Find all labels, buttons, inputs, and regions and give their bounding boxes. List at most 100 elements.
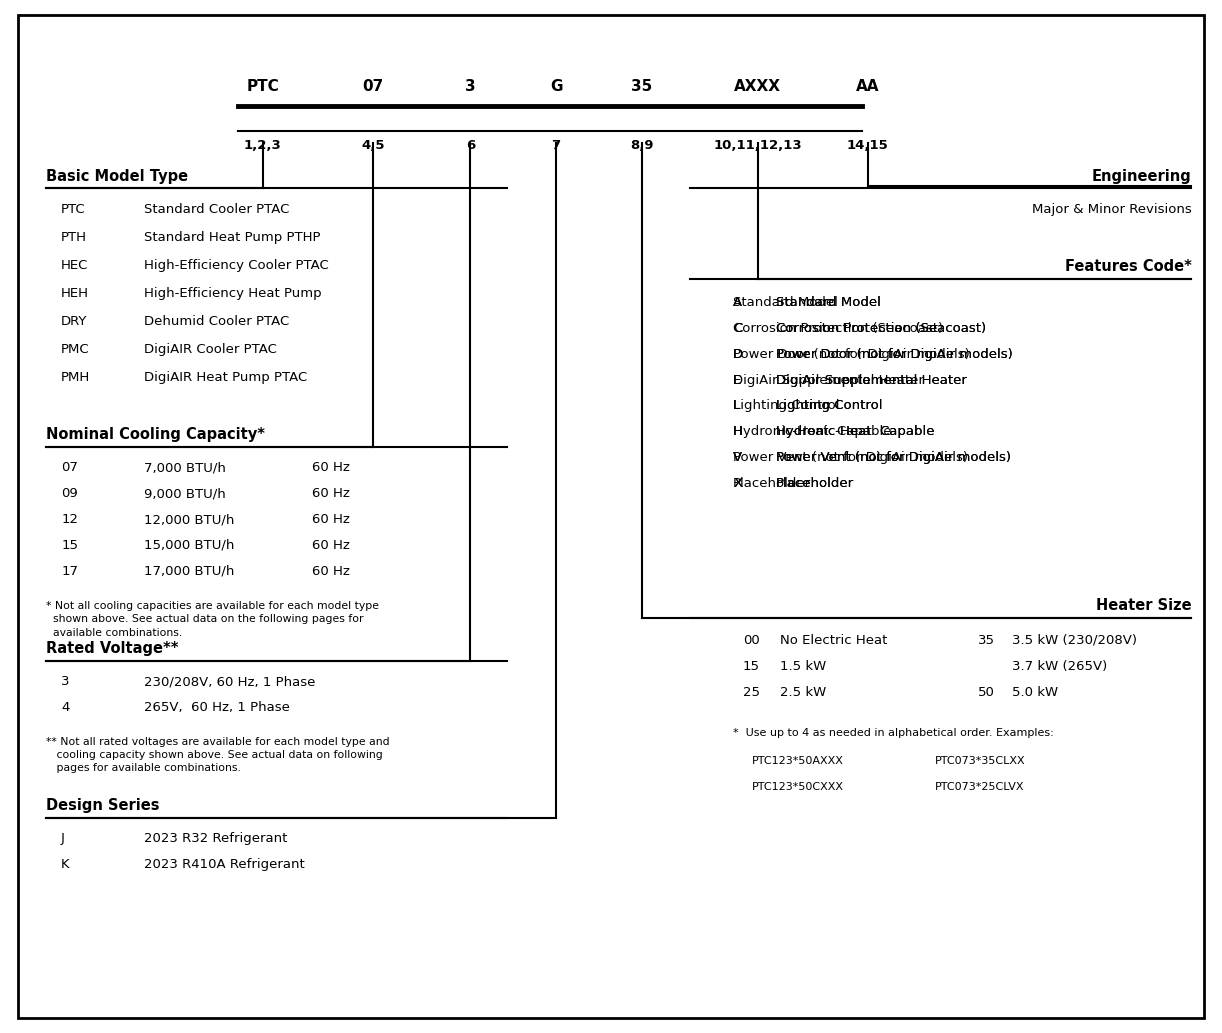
Text: DigiAir Supplemental Heater: DigiAir Supplemental Heater bbox=[733, 374, 924, 386]
Text: * Not all cooling capacities are available for each model type
  shown above. Se: * Not all cooling capacities are availab… bbox=[46, 601, 380, 637]
Text: 2023 R32 Refrigerant: 2023 R32 Refrigerant bbox=[144, 833, 287, 845]
Text: G: G bbox=[550, 79, 562, 94]
Text: 12,000 BTU/h: 12,000 BTU/h bbox=[144, 513, 235, 526]
Text: 265V,  60 Hz, 1 Phase: 265V, 60 Hz, 1 Phase bbox=[144, 701, 290, 714]
Text: 10,11,12,13: 10,11,12,13 bbox=[714, 139, 802, 153]
Text: High-Efficiency Cooler PTAC: High-Efficiency Cooler PTAC bbox=[144, 259, 329, 272]
Text: X: X bbox=[733, 477, 742, 490]
Text: Placeholder: Placeholder bbox=[733, 477, 811, 490]
Text: Heater Size: Heater Size bbox=[1096, 597, 1191, 613]
Text: DigiAir Supplemental Heater: DigiAir Supplemental Heater bbox=[776, 374, 967, 386]
Text: 07: 07 bbox=[362, 79, 384, 94]
Text: 17: 17 bbox=[61, 565, 78, 577]
Text: Standard Model: Standard Model bbox=[776, 296, 881, 309]
Text: L: L bbox=[733, 400, 741, 412]
Text: H: H bbox=[733, 426, 743, 438]
Text: No Electric Heat: No Electric Heat bbox=[780, 634, 887, 647]
Text: Power Vent (not for DigiAir models): Power Vent (not for DigiAir models) bbox=[733, 451, 968, 464]
Text: Power Vent (not for DigiAir models): Power Vent (not for DigiAir models) bbox=[776, 451, 1011, 464]
Text: C: C bbox=[733, 322, 743, 335]
Text: Corrosion Protection (Seacoast): Corrosion Protection (Seacoast) bbox=[733, 322, 943, 335]
Text: PTH: PTH bbox=[61, 231, 87, 244]
Text: K: K bbox=[61, 858, 70, 871]
Text: 00: 00 bbox=[743, 634, 760, 647]
Text: 15,000 BTU/h: 15,000 BTU/h bbox=[144, 539, 235, 552]
Text: Standard Model: Standard Model bbox=[776, 296, 881, 309]
Text: Corrosion Protection (Seacoast): Corrosion Protection (Seacoast) bbox=[776, 322, 986, 335]
Text: 3: 3 bbox=[466, 79, 475, 94]
Text: 60 Hz: 60 Hz bbox=[312, 539, 349, 552]
Text: Corrosion Protection (Seacoast): Corrosion Protection (Seacoast) bbox=[776, 322, 986, 335]
Text: 50: 50 bbox=[978, 686, 995, 698]
Text: 1,2,3: 1,2,3 bbox=[244, 139, 281, 153]
Text: Placeholder: Placeholder bbox=[776, 477, 854, 490]
Text: H: H bbox=[733, 426, 743, 438]
Text: X: X bbox=[733, 477, 742, 490]
Text: 15: 15 bbox=[743, 660, 760, 672]
Text: PTC073*35CLXX: PTC073*35CLXX bbox=[935, 756, 1025, 766]
Text: 35: 35 bbox=[631, 79, 653, 94]
Text: DigiAIR Cooler PTAC: DigiAIR Cooler PTAC bbox=[144, 343, 277, 355]
Text: PTC123*50CXXX: PTC123*50CXXX bbox=[752, 782, 843, 792]
Text: 35: 35 bbox=[978, 634, 995, 647]
Text: 230/208V, 60 Hz, 1 Phase: 230/208V, 60 Hz, 1 Phase bbox=[144, 676, 315, 688]
Text: Standard Heat Pump PTHP: Standard Heat Pump PTHP bbox=[144, 231, 320, 244]
Text: 4,5: 4,5 bbox=[360, 139, 385, 153]
Text: 3.7 kW (265V): 3.7 kW (265V) bbox=[1012, 660, 1107, 672]
Text: D: D bbox=[733, 348, 743, 361]
Text: Engineering: Engineering bbox=[1091, 168, 1191, 184]
Text: 14,15: 14,15 bbox=[847, 139, 888, 153]
Text: L: L bbox=[733, 400, 741, 412]
Text: PTC: PTC bbox=[61, 204, 86, 216]
Text: 4: 4 bbox=[61, 701, 70, 714]
Text: 7,000 BTU/h: 7,000 BTU/h bbox=[144, 462, 226, 474]
Text: D: D bbox=[733, 348, 743, 361]
Text: 6: 6 bbox=[466, 139, 475, 153]
Text: 7: 7 bbox=[551, 139, 561, 153]
Text: PTC073*25CLVX: PTC073*25CLVX bbox=[935, 782, 1024, 792]
Text: 07: 07 bbox=[61, 462, 78, 474]
Text: A: A bbox=[733, 296, 742, 309]
Text: V: V bbox=[733, 451, 742, 464]
Text: AXXX: AXXX bbox=[734, 79, 781, 94]
Text: ** Not all rated voltages are available for each model type and
   cooling capac: ** Not all rated voltages are available … bbox=[46, 737, 390, 773]
Text: Dehumid Cooler PTAC: Dehumid Cooler PTAC bbox=[144, 315, 290, 327]
Text: C: C bbox=[733, 322, 743, 335]
Text: Standard Model: Standard Model bbox=[733, 296, 838, 309]
Text: 2.5 kW: 2.5 kW bbox=[780, 686, 826, 698]
Text: Rated Voltage**: Rated Voltage** bbox=[46, 640, 178, 656]
Text: PMC: PMC bbox=[61, 343, 89, 355]
Text: A: A bbox=[733, 296, 742, 309]
Text: HEH: HEH bbox=[61, 287, 89, 300]
Text: J: J bbox=[61, 833, 65, 845]
FancyBboxPatch shape bbox=[18, 15, 1204, 1018]
Text: PMH: PMH bbox=[61, 371, 90, 383]
Text: 8,9: 8,9 bbox=[629, 139, 654, 153]
Text: 60 Hz: 60 Hz bbox=[312, 565, 349, 577]
Text: 15: 15 bbox=[61, 539, 78, 552]
Text: Features Code*: Features Code* bbox=[1064, 258, 1191, 274]
Text: Power Door (not for DigiAir models): Power Door (not for DigiAir models) bbox=[776, 348, 1013, 361]
Text: Design Series: Design Series bbox=[46, 797, 160, 813]
Text: DigiAir Supplemental Heater: DigiAir Supplemental Heater bbox=[776, 374, 967, 386]
Text: AA: AA bbox=[855, 79, 880, 94]
Text: 12: 12 bbox=[61, 513, 78, 526]
Text: Placeholder: Placeholder bbox=[776, 477, 854, 490]
Text: Standard Cooler PTAC: Standard Cooler PTAC bbox=[144, 204, 290, 216]
Text: 25: 25 bbox=[743, 686, 760, 698]
Text: 5.0 kW: 5.0 kW bbox=[1012, 686, 1058, 698]
Text: PTC123*50AXXX: PTC123*50AXXX bbox=[752, 756, 843, 766]
Text: PTC: PTC bbox=[247, 79, 279, 94]
Text: 17,000 BTU/h: 17,000 BTU/h bbox=[144, 565, 235, 577]
Text: E: E bbox=[733, 374, 742, 386]
Text: 3: 3 bbox=[61, 676, 70, 688]
Text: 60 Hz: 60 Hz bbox=[312, 462, 349, 474]
Text: Hydronic-Heat  Capable: Hydronic-Heat Capable bbox=[776, 426, 935, 438]
Text: Power Vent (not for DigiAir models): Power Vent (not for DigiAir models) bbox=[776, 451, 1011, 464]
Text: V: V bbox=[733, 451, 742, 464]
Text: Power Door (not for DigiAir models): Power Door (not for DigiAir models) bbox=[776, 348, 1013, 361]
Text: 60 Hz: 60 Hz bbox=[312, 488, 349, 500]
Text: DigiAIR Heat Pump PTAC: DigiAIR Heat Pump PTAC bbox=[144, 371, 308, 383]
Text: 3.5 kW (230/208V): 3.5 kW (230/208V) bbox=[1012, 634, 1136, 647]
Text: High-Efficiency Heat Pump: High-Efficiency Heat Pump bbox=[144, 287, 321, 300]
